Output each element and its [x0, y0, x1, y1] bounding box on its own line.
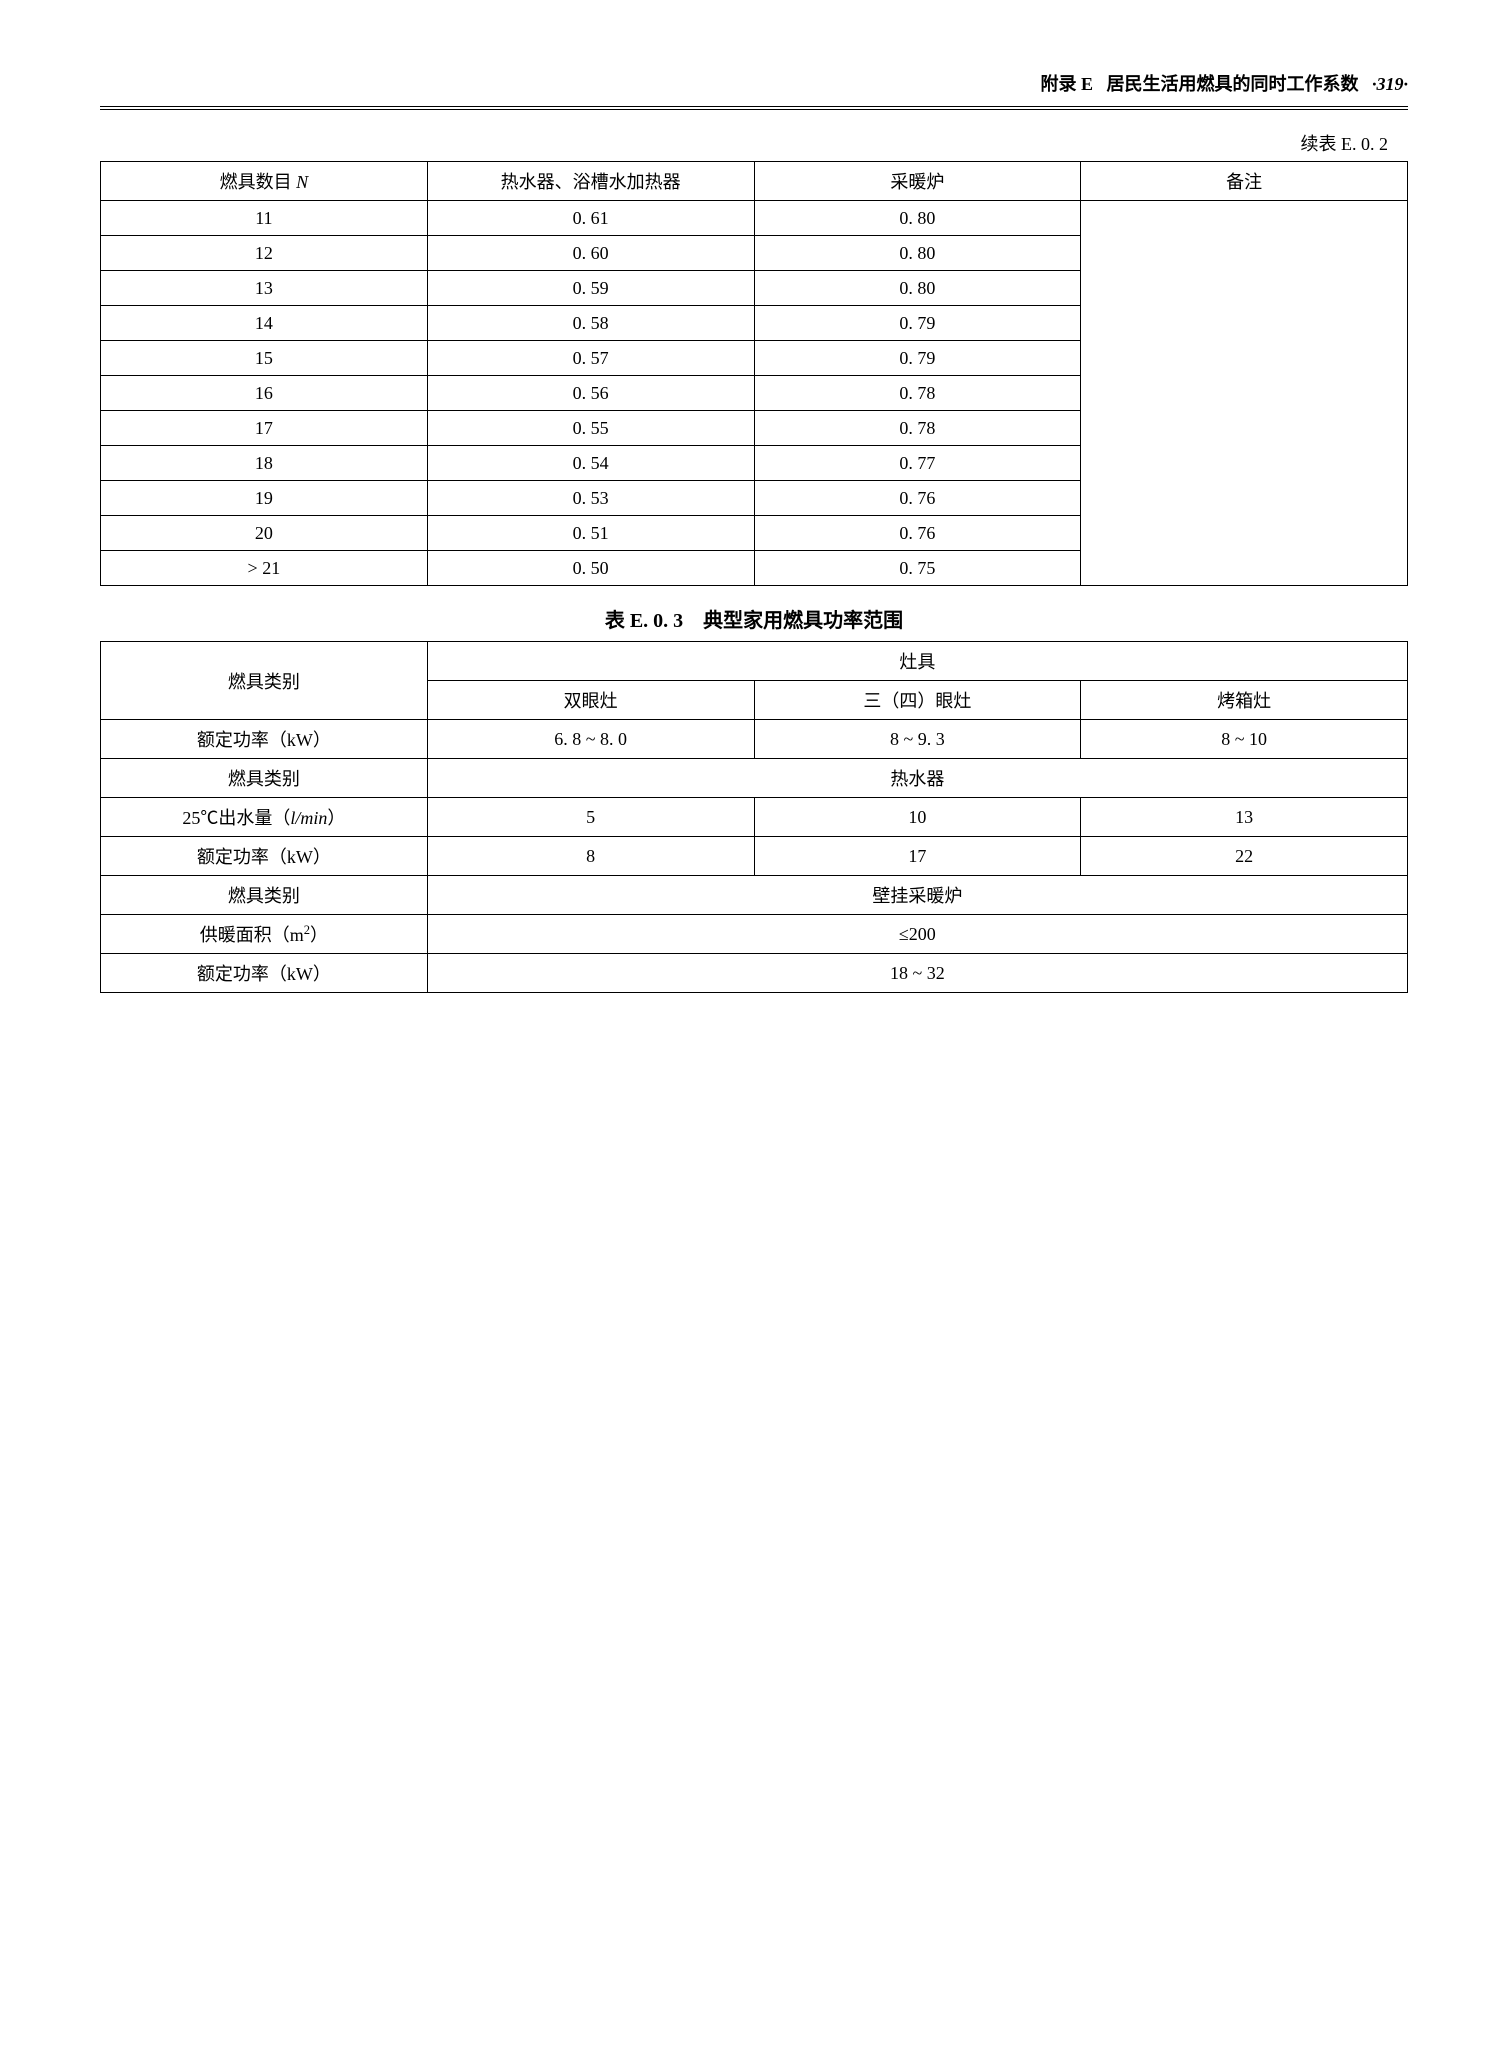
cell-b: 0. 80 [754, 201, 1081, 236]
heater-power-c: 22 [1081, 837, 1408, 876]
cell-b: 0. 75 [754, 551, 1081, 586]
table2-caption: 表 E. 0. 3 典型家用燃具功率范围 [100, 604, 1408, 633]
cell-remark [1081, 201, 1408, 586]
flow-post: ） [327, 808, 345, 828]
cell-a: 0. 60 [427, 236, 754, 271]
cell-a: 0. 54 [427, 446, 754, 481]
flow-c: 13 [1081, 798, 1408, 837]
table-e02: 燃具数目 N 热水器、浴槽水加热器 采暖炉 备注 11 0. 61 0. 80 … [100, 161, 1408, 586]
cell-b: 0. 79 [754, 306, 1081, 341]
cell-n: 17 [101, 411, 428, 446]
cell-n: 14 [101, 306, 428, 341]
cell-a: 0. 59 [427, 271, 754, 306]
cell-a: 0. 58 [427, 306, 754, 341]
cell-n: 16 [101, 376, 428, 411]
heater-power-b: 17 [754, 837, 1081, 876]
cell-a: 0. 50 [427, 551, 754, 586]
label-category: 燃具类别 [101, 642, 428, 720]
col1-prefix: 燃具数目 [220, 172, 292, 192]
page-number: 319 [1377, 74, 1404, 94]
group-boiler: 壁挂采暖炉 [427, 876, 1407, 915]
cell-b: 0. 76 [754, 516, 1081, 551]
flow-unit: l/min [290, 808, 327, 828]
table-row: 燃具类别 灶具 [101, 642, 1408, 681]
flow-b: 10 [754, 798, 1081, 837]
group-heater: 热水器 [427, 759, 1407, 798]
cell-n: 13 [101, 271, 428, 306]
cell-a: 0. 53 [427, 481, 754, 516]
cell-b: 0. 76 [754, 481, 1081, 516]
label-rated-power: 额定功率（kW） [101, 837, 428, 876]
cell-a: 0. 61 [427, 201, 754, 236]
flow-pre: 25℃出水量（ [182, 808, 290, 828]
heater-power-a: 8 [427, 837, 754, 876]
cell-n: 18 [101, 446, 428, 481]
cell-b: 0. 78 [754, 411, 1081, 446]
cell-b: 0. 80 [754, 236, 1081, 271]
table-row: 额定功率（kW） 6. 8 ~ 8. 0 8 ~ 9. 3 8 ~ 10 [101, 720, 1408, 759]
cell-n: 15 [101, 341, 428, 376]
cell-n: > 21 [101, 551, 428, 586]
cell-a: 0. 51 [427, 516, 754, 551]
table-e03: 燃具类别 灶具 双眼灶 三（四）眼灶 烤箱灶 额定功率（kW） 6. 8 ~ 8… [100, 641, 1408, 993]
label-area: 供暖面积（m2） [101, 915, 428, 954]
page-header: 附录 E 居民生活用燃具的同时工作系数 ·319· [100, 70, 1408, 110]
cell-b: 0. 78 [754, 376, 1081, 411]
table-header-row: 燃具数目 N 热水器、浴槽水加热器 采暖炉 备注 [101, 162, 1408, 201]
cell-b: 0. 80 [754, 271, 1081, 306]
label-rated-power: 额定功率（kW） [101, 954, 428, 993]
group-stove: 灶具 [427, 642, 1407, 681]
table-row: 供暖面积（m2） ≤200 [101, 915, 1408, 954]
boiler-power: 18 ~ 32 [427, 954, 1407, 993]
cell-n: 11 [101, 201, 428, 236]
cell-b: 0. 77 [754, 446, 1081, 481]
area-pre: 供暖面积（m [200, 925, 304, 945]
col1-var: N [296, 172, 308, 192]
table-row: 额定功率（kW） 8 17 22 [101, 837, 1408, 876]
area-post: ） [310, 925, 328, 945]
page-dot-r: · [1404, 74, 1409, 94]
stove-type-c: 烤箱灶 [1081, 681, 1408, 720]
label-category: 燃具类别 [101, 876, 428, 915]
stove-type-a: 双眼灶 [427, 681, 754, 720]
table-row: 25℃出水量（l/min） 5 10 13 [101, 798, 1408, 837]
stove-power-b: 8 ~ 9. 3 [754, 720, 1081, 759]
cell-n: 19 [101, 481, 428, 516]
cell-n: 12 [101, 236, 428, 271]
table-row: 额定功率（kW） 18 ~ 32 [101, 954, 1408, 993]
col-header-remark: 备注 [1081, 162, 1408, 201]
table1-continuation-label: 续表 E. 0. 2 [100, 130, 1388, 156]
col-header-furnace: 采暖炉 [754, 162, 1081, 201]
table-row: 燃具类别 热水器 [101, 759, 1408, 798]
appendix-title: 居民生活用燃具的同时工作系数 [1107, 74, 1359, 94]
stove-power-a: 6. 8 ~ 8. 0 [427, 720, 754, 759]
cell-a: 0. 56 [427, 376, 754, 411]
label-rated-power: 额定功率（kW） [101, 720, 428, 759]
label-category: 燃具类别 [101, 759, 428, 798]
stove-power-c: 8 ~ 10 [1081, 720, 1408, 759]
flow-a: 5 [427, 798, 754, 837]
appendix-label: 附录 E [1040, 74, 1093, 94]
stove-type-b: 三（四）眼灶 [754, 681, 1081, 720]
table-row: 燃具类别 壁挂采暖炉 [101, 876, 1408, 915]
col-header-count: 燃具数目 N [101, 162, 428, 201]
cell-a: 0. 57 [427, 341, 754, 376]
col-header-heater: 热水器、浴槽水加热器 [427, 162, 754, 201]
area-value: ≤200 [427, 915, 1407, 954]
cell-n: 20 [101, 516, 428, 551]
table-row: 11 0. 61 0. 80 [101, 201, 1408, 236]
label-flow: 25℃出水量（l/min） [101, 798, 428, 837]
cell-b: 0. 79 [754, 341, 1081, 376]
cell-a: 0. 55 [427, 411, 754, 446]
